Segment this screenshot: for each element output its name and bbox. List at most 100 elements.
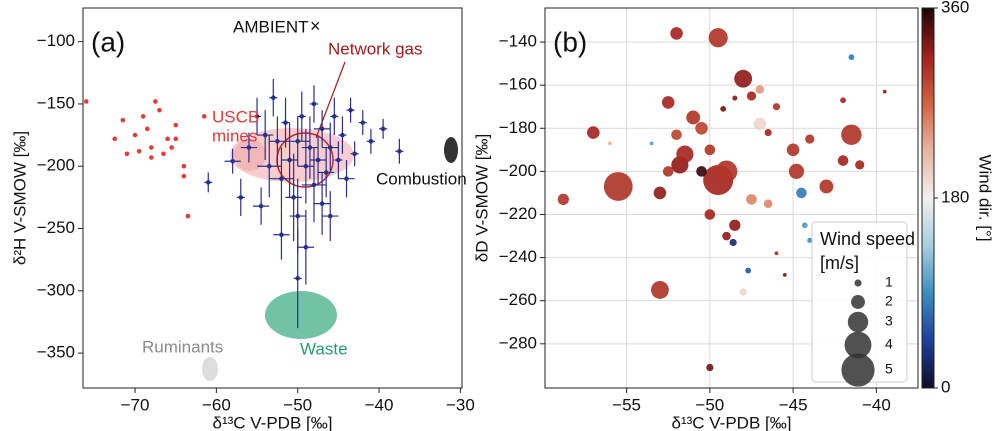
- uscb-region: [230, 128, 354, 182]
- bubble: [729, 238, 737, 247]
- combustion-region: [444, 137, 458, 163]
- bubble: [729, 219, 741, 231]
- point: [157, 107, 162, 113]
- bubble: [739, 288, 747, 296]
- bubble: [801, 222, 808, 229]
- y-tick-label: −280: [499, 333, 537, 352]
- point: [262, 132, 268, 138]
- bubble: [649, 141, 654, 146]
- y-tick-label: −250: [37, 218, 75, 237]
- point: [327, 145, 333, 150]
- bubble: [840, 97, 846, 104]
- bubble: [722, 231, 731, 241]
- point: [319, 201, 325, 206]
- annotation: Ruminants: [142, 337, 223, 356]
- point: [340, 132, 345, 138]
- point: [165, 136, 170, 142]
- point: [201, 114, 207, 119]
- point: [352, 151, 357, 157]
- bubble: [807, 237, 813, 243]
- point: [323, 170, 329, 175]
- bubble: [855, 160, 865, 170]
- legend-marker: ×: [310, 16, 321, 36]
- point: [295, 139, 301, 144]
- legend-title: Wind speed: [820, 229, 915, 249]
- x-tick-label: −60: [202, 395, 231, 414]
- point: [266, 163, 272, 169]
- bubble: [786, 143, 800, 157]
- bubble: [650, 281, 669, 299]
- point: [140, 114, 146, 119]
- y-tick-label: −350: [37, 343, 75, 362]
- point: [299, 114, 305, 119]
- bubble: [782, 272, 787, 277]
- bubble: [755, 85, 765, 94]
- point: [153, 99, 158, 104]
- bubble: [696, 166, 707, 177]
- point: [132, 132, 138, 138]
- x-axis-label: δ¹³C V-PDB [‰]: [213, 413, 333, 431]
- annotation: Waste: [300, 339, 348, 358]
- x-tick-label: −45: [779, 395, 808, 414]
- legend-label: 3: [885, 313, 893, 329]
- point: [254, 114, 260, 119]
- point: [149, 145, 154, 150]
- legend-label: 1: [885, 274, 893, 290]
- bubble: [557, 193, 569, 206]
- point: [149, 155, 154, 160]
- point: [319, 126, 325, 132]
- bubble: [764, 128, 772, 137]
- bubble: [686, 110, 701, 125]
- legend-title: [m/s]: [820, 253, 859, 273]
- y-tick-label: −150: [37, 93, 75, 112]
- x-tick-label: −55: [612, 395, 641, 414]
- point: [279, 232, 284, 238]
- bubble: [662, 166, 674, 177]
- bubble: [706, 363, 714, 372]
- axes-frame: [82, 7, 463, 389]
- bubble: [745, 267, 752, 274]
- bubble: [720, 105, 727, 112]
- y-axis-label: δD V-SMOW [‰]: [472, 134, 491, 262]
- point: [205, 180, 211, 185]
- bubble: [676, 145, 694, 163]
- point: [295, 276, 301, 281]
- point: [307, 145, 313, 150]
- y-tick-label: −220: [499, 204, 537, 223]
- point: [397, 148, 402, 154]
- bubble: [670, 27, 683, 40]
- colorbar-tick-label: 360: [941, 0, 969, 16]
- point: [311, 101, 317, 107]
- point: [181, 163, 187, 169]
- bubble: [715, 160, 738, 183]
- y-tick-label: −260: [499, 290, 537, 309]
- bubble: [661, 96, 675, 109]
- bubble: [805, 134, 815, 144]
- legend-marker: [847, 311, 869, 333]
- x-tick-label: −70: [121, 395, 150, 414]
- point: [360, 120, 366, 125]
- point: [315, 157, 321, 163]
- colorbar-label: Wind dir. [°]: [976, 154, 993, 241]
- y-tick-label: −200: [37, 156, 75, 175]
- colorbar: [921, 7, 935, 389]
- bubble: [763, 199, 773, 208]
- y-tick-label: −160: [499, 75, 537, 94]
- bubble: [695, 121, 708, 135]
- bubble: [796, 187, 807, 199]
- bubble: [837, 155, 849, 166]
- bubble: [671, 129, 682, 141]
- y-tick-label: −240: [499, 247, 537, 266]
- plot-area: [83, 79, 404, 329]
- legend-marker: [841, 353, 875, 387]
- colorbar-tick-label: 180: [941, 187, 969, 206]
- legend-marker: [854, 279, 862, 287]
- point: [271, 95, 276, 101]
- point: [368, 139, 374, 144]
- plot-area: [557, 27, 887, 372]
- y-tick-label: −180: [499, 118, 537, 137]
- point: [344, 176, 349, 181]
- point: [161, 151, 166, 157]
- bubble: [586, 126, 600, 139]
